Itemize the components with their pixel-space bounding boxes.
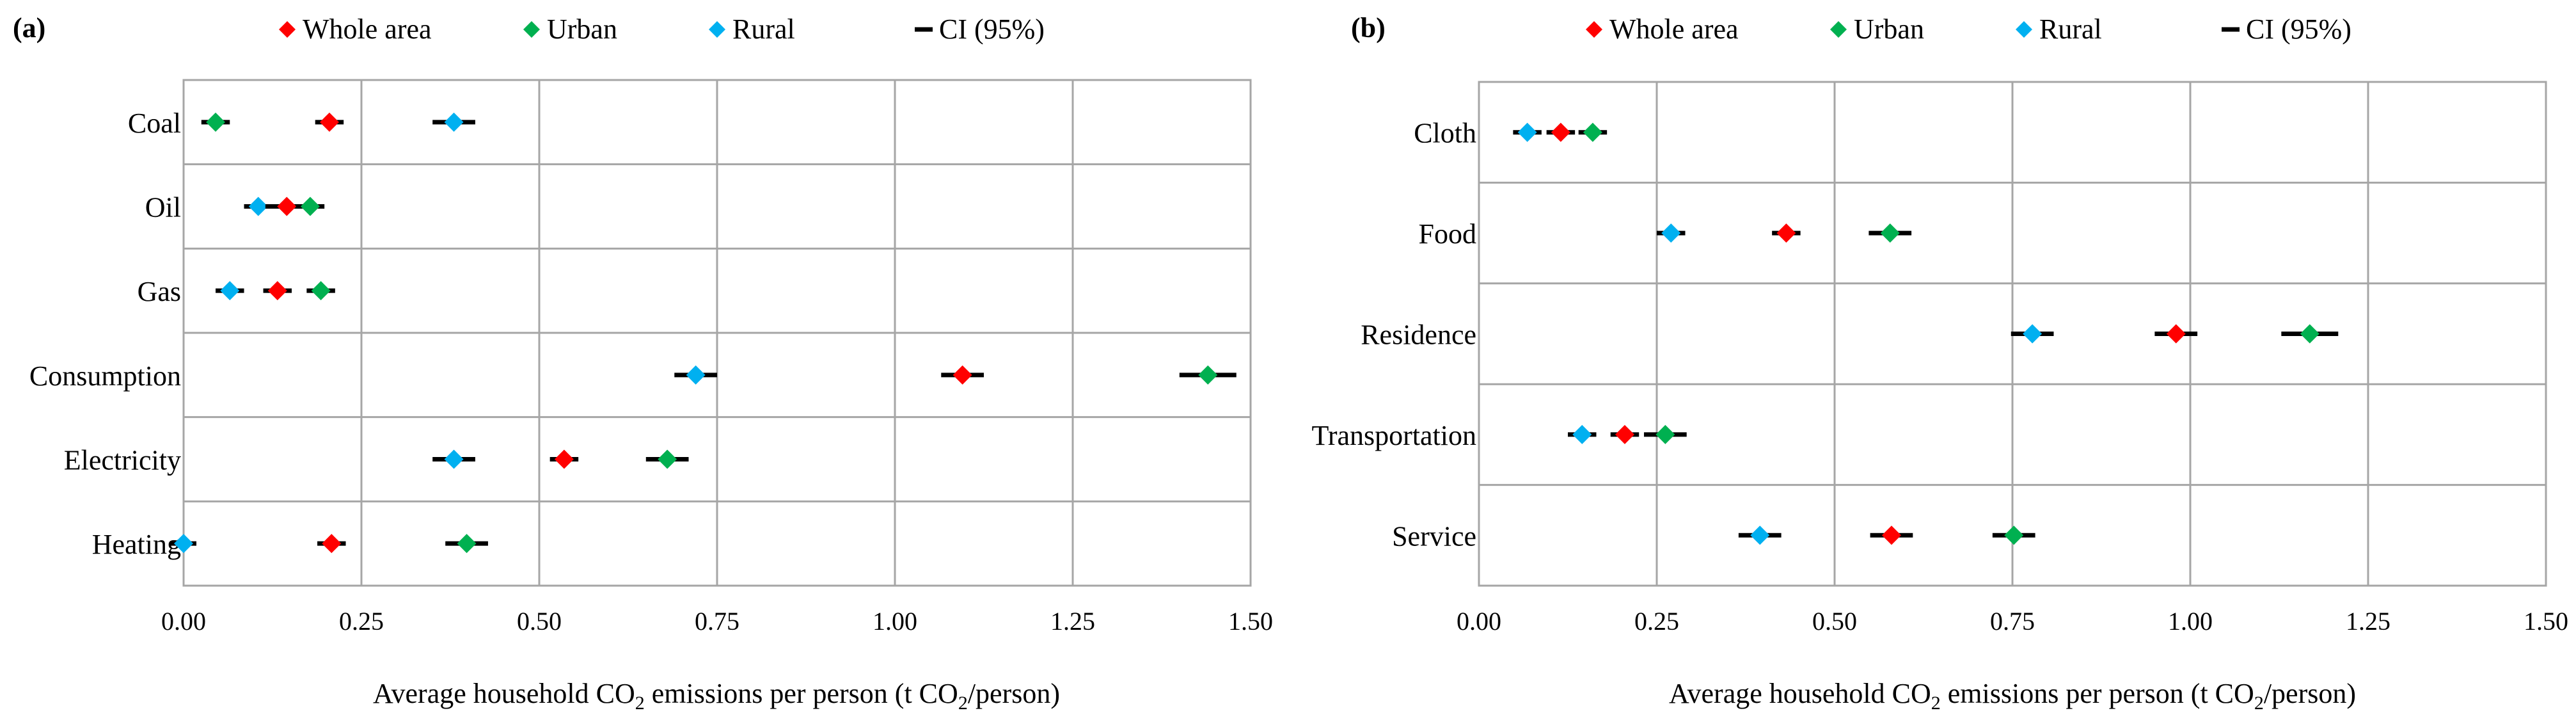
legend-item-rural: Rural — [2016, 13, 2102, 45]
legend-swatch-urban — [523, 21, 540, 38]
panel-label: (a) — [13, 12, 45, 44]
rural-marker — [174, 534, 193, 554]
x-tick-label: 0.00 — [161, 607, 206, 636]
rural-marker — [1517, 122, 1537, 142]
urban-marker — [2300, 324, 2319, 344]
urban-marker — [311, 281, 331, 301]
x-tick-label: 0.25 — [1634, 607, 1679, 636]
whole-area-marker — [277, 197, 297, 216]
x-axis-title: Average household CO2 emissions per pers… — [373, 678, 1060, 714]
urban-marker — [457, 534, 477, 554]
category-label: Consumption — [29, 360, 181, 392]
rural-marker — [1661, 223, 1681, 243]
category-label: Food — [1419, 218, 1476, 250]
x-axis-title-part: emissions per person (t CO — [1941, 678, 2254, 709]
x-tick-label: 1.00 — [2168, 607, 2213, 636]
x-axis-title-part: /person) — [2264, 678, 2356, 709]
rural-marker — [686, 365, 706, 385]
whole-area-marker — [322, 534, 342, 554]
legend-item-urban: Urban — [1830, 13, 1924, 45]
x-tick-label: 0.75 — [695, 607, 739, 636]
x-axis-title: Average household CO2 emissions per pers… — [1669, 678, 2356, 714]
rural-marker — [2023, 324, 2043, 344]
legend-swatch-whole-area — [1586, 21, 1602, 38]
x-axis-title-subscript: 2 — [2254, 693, 2264, 714]
x-axis-title-subscript: 2 — [635, 693, 645, 714]
whole-area-marker — [1615, 424, 1634, 444]
rural-marker — [220, 281, 240, 301]
category-label: Electricity — [64, 445, 181, 476]
x-tick-label: 0.50 — [1812, 607, 1857, 636]
legend-label: Urban — [547, 13, 617, 45]
urban-marker — [1880, 223, 1900, 243]
category-label: Oil — [145, 192, 181, 223]
x-axis-title-part: Average household CO — [373, 678, 635, 709]
urban-marker — [658, 449, 677, 469]
category-label: Service — [1392, 520, 1476, 552]
x-tick-label: 1.50 — [2524, 607, 2568, 636]
urban-marker — [2004, 525, 2024, 545]
whole-area-marker — [952, 365, 972, 385]
legend-label: Urban — [1854, 13, 1924, 45]
urban-marker — [1583, 122, 1602, 142]
urban-marker — [206, 112, 226, 132]
legend-label: CI (95%) — [2246, 13, 2351, 45]
legend-label: Rural — [2039, 13, 2102, 45]
legend-swatch-rural — [709, 21, 725, 38]
legend-item-rural: Rural — [709, 13, 795, 45]
legend-item-urban: Urban — [523, 13, 617, 45]
whole-area-marker — [319, 112, 339, 132]
category-label: Coal — [128, 108, 181, 139]
whole-area-marker — [267, 281, 287, 301]
whole-area-marker — [1776, 223, 1796, 243]
x-tick-label: 1.00 — [873, 607, 917, 636]
rural-marker — [444, 449, 464, 469]
category-label: Heating — [92, 529, 181, 560]
rural-marker — [1572, 424, 1592, 444]
legend-item-whole-area: Whole area — [279, 13, 432, 45]
legend-swatch-whole-area — [279, 21, 296, 38]
x-tick-label: 0.75 — [1990, 607, 2035, 636]
rural-marker — [444, 112, 464, 132]
legend-label: Whole area — [303, 13, 432, 45]
category-label: Cloth — [1414, 118, 1476, 149]
legend-item-ci: CI (95%) — [915, 13, 1045, 45]
x-tick-label: 1.25 — [2346, 607, 2390, 636]
x-axis-title-subscript: 2 — [1931, 693, 1941, 714]
panel-a: 0.00 0.25 0.50 0.75 1.00 1.25 1.50 Coal Oil Gas Co… — [13, 12, 1273, 714]
category-label: Gas — [138, 276, 181, 307]
x-axis-title-part: emissions per person (t CO — [645, 678, 958, 709]
x-axis-title-part: /person) — [968, 678, 1060, 709]
legend-swatch-urban — [1830, 21, 1847, 38]
x-tick-label: 0.25 — [339, 607, 384, 636]
legend-swatch-rural — [2016, 21, 2032, 38]
whole-area-marker — [1881, 525, 1901, 545]
urban-marker — [300, 197, 320, 216]
legend-label: CI (95%) — [939, 13, 1045, 45]
rural-marker — [248, 197, 268, 216]
x-tick-label: 0.00 — [1457, 607, 1501, 636]
whole-area-marker — [1551, 122, 1570, 142]
legend-label: Whole area — [1609, 13, 1739, 45]
x-tick-label: 1.50 — [1228, 607, 1273, 636]
category-label: Residence — [1361, 319, 1476, 351]
panel-b: 0.00 0.25 0.50 0.75 1.00 1.25 1.50 Cloth Food Res… — [1312, 12, 2569, 714]
x-axis-title-part: Average household CO — [1669, 678, 1931, 709]
legend-item-whole-area: Whole area — [1586, 13, 1739, 45]
urban-marker — [1198, 365, 1218, 385]
legend-item-ci: CI (95%) — [2222, 13, 2351, 45]
urban-marker — [1655, 424, 1675, 444]
whole-area-marker — [554, 449, 574, 469]
category-label: Transportation — [1312, 420, 1477, 451]
x-tick-label: 0.50 — [517, 607, 562, 636]
rural-marker — [1750, 525, 1770, 545]
x-tick-label: 1.25 — [1050, 607, 1095, 636]
x-axis-title-subscript: 2 — [958, 693, 968, 714]
whole-area-marker — [2166, 324, 2186, 344]
legend-label: Rural — [732, 13, 795, 45]
panel-label: (b) — [1351, 12, 1386, 44]
